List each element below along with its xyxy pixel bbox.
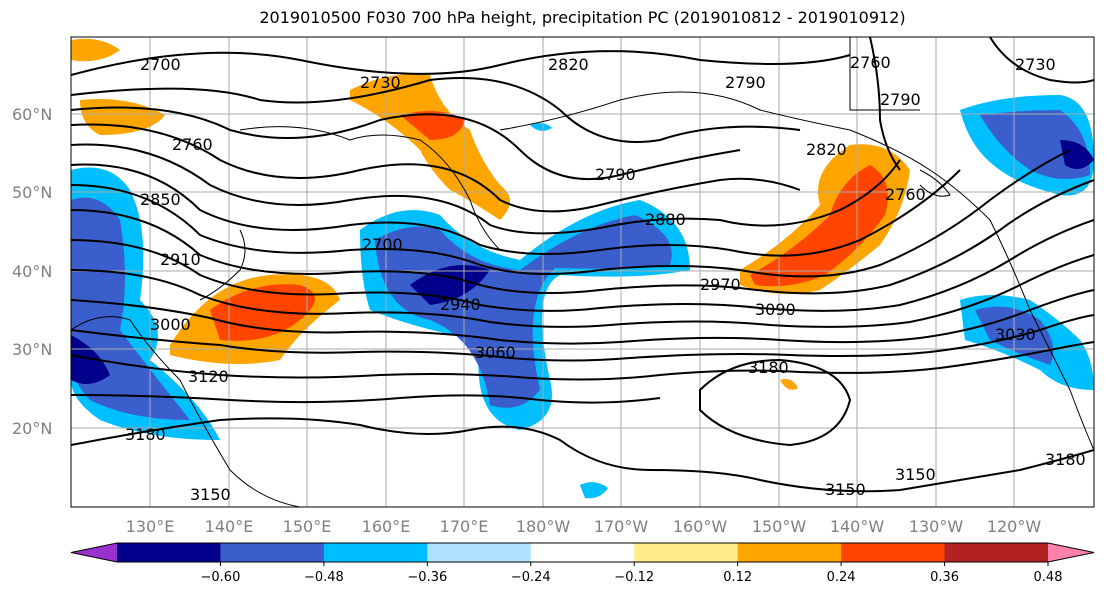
colorbar-segment [427,543,532,562]
contour-label: 3150 [825,480,866,499]
shade-bering-pos-core [400,111,465,140]
colorbar-segment [323,543,428,562]
contour-label: 2790 [725,73,766,92]
colorbar-tick-label: 0.12 [723,570,752,585]
colorbar-tick-label: −0.48 [304,570,344,585]
colorbar-segment [841,543,946,562]
contour-label: 2760 [172,135,213,154]
colorbar-tick-label: 0.36 [930,570,959,585]
height-contours [71,37,1094,493]
latitude-labels: 60°N 50°N 40°N 30°N 20°N [12,105,52,438]
shade-japan-pos-core [210,284,315,341]
colorbar-right-extend [1048,543,1094,562]
shade-ne-neg-deep [1060,140,1094,169]
lat-label: 60°N [12,105,52,124]
longitude-labels: 130°E 140°E 150°E 160°E 170°E 180°W 170°… [126,517,1042,536]
lon-label: 170°E [440,517,489,536]
colorbar-left-extend [71,543,117,562]
contour-label: 2940 [440,295,481,314]
colorbar-segment [530,543,635,562]
contour-label: 2730 [1015,55,1056,74]
colorbar-tick-label: −0.24 [511,570,551,585]
contour-label: 3150 [895,465,936,484]
colorbar-tick-label: 0.24 [827,570,856,585]
contour-label: 2820 [806,140,847,159]
map-frame [70,36,1095,508]
contour-label: 3180 [1045,450,1086,469]
contour-label: 2850 [140,190,181,209]
lon-label: 140°W [830,517,885,536]
colorbar-tick-label: 0.48 [1034,570,1063,585]
contour-label: 2880 [645,210,686,229]
lon-label: 170°W [594,517,649,536]
contour-label: 3150 [190,485,231,504]
lon-label: 180°W [516,517,571,536]
contour-label: 2790 [880,90,921,109]
contour-label: 3120 [188,367,229,386]
colorbar-tick-label: −0.36 [407,570,447,585]
contour-label: 3180 [748,358,789,377]
colorbar-segment [117,543,221,562]
shade-npac-neg-core [375,215,672,408]
lon-label: 150°W [752,517,807,536]
shade-spot-3 [780,379,798,390]
colorbar [70,542,1095,563]
colorbar-segment [944,543,1049,562]
lon-label: 130°E [126,517,175,536]
contour-label: 2790 [595,165,636,184]
contour-label: 3180 [125,425,166,444]
colorbar-tick-label: −0.12 [614,570,654,585]
contour-label: 2700 [140,55,181,74]
contour-label: 2910 [160,250,201,269]
map-title: 2019010500 F030 700 hPa height, precipit… [259,8,906,27]
colorbar-labels: −0.60 −0.48 −0.36 −0.24 −0.12 0.12 0.24 0.36 0.4… [201,562,1063,585]
colorbar-tick-label: −0.60 [201,570,241,585]
contour-label: 2760 [850,53,891,72]
contour-label: 3030 [995,325,1036,344]
shade-okhotsk-pos [71,38,120,62]
map-layers: 2700 2730 2820 2790 2760 2790 2730 2760 … [71,37,1094,507]
lat-label: 30°N [12,340,52,359]
contour-label: 3000 [150,315,191,334]
contour-labels: 2700 2730 2820 2790 2760 2790 2730 2760 … [125,53,1086,504]
lon-label: 160°W [673,517,728,536]
contour-label: 3060 [475,343,516,362]
shade-spot-2 [530,123,552,131]
lon-label: 150°E [283,517,332,536]
contour-label: 3090 [755,300,796,319]
graticule [71,37,1094,507]
colorbar-segment [220,543,325,562]
contour-label: 2820 [548,55,589,74]
contour-label: 2970 [700,275,741,294]
contour-label: 2730 [360,73,401,92]
lat-label: 50°N [12,183,52,202]
colorbar-segment [737,543,842,562]
colorbar-outline [70,542,1095,563]
shade-spot-1 [580,482,608,499]
lon-label: 160°E [362,517,411,536]
shade-ne-neg-core [980,110,1090,179]
lon-label: 140°E [205,517,254,536]
lon-label: 130°W [909,517,964,536]
lon-label: 120°W [987,517,1042,536]
colorbar-segment [634,543,739,562]
coastlines [71,37,1094,507]
lat-label: 40°N [12,262,52,281]
contour-label: 2760 [885,185,926,204]
contour-label: 2700 [362,235,403,254]
lat-label: 20°N [12,419,52,438]
